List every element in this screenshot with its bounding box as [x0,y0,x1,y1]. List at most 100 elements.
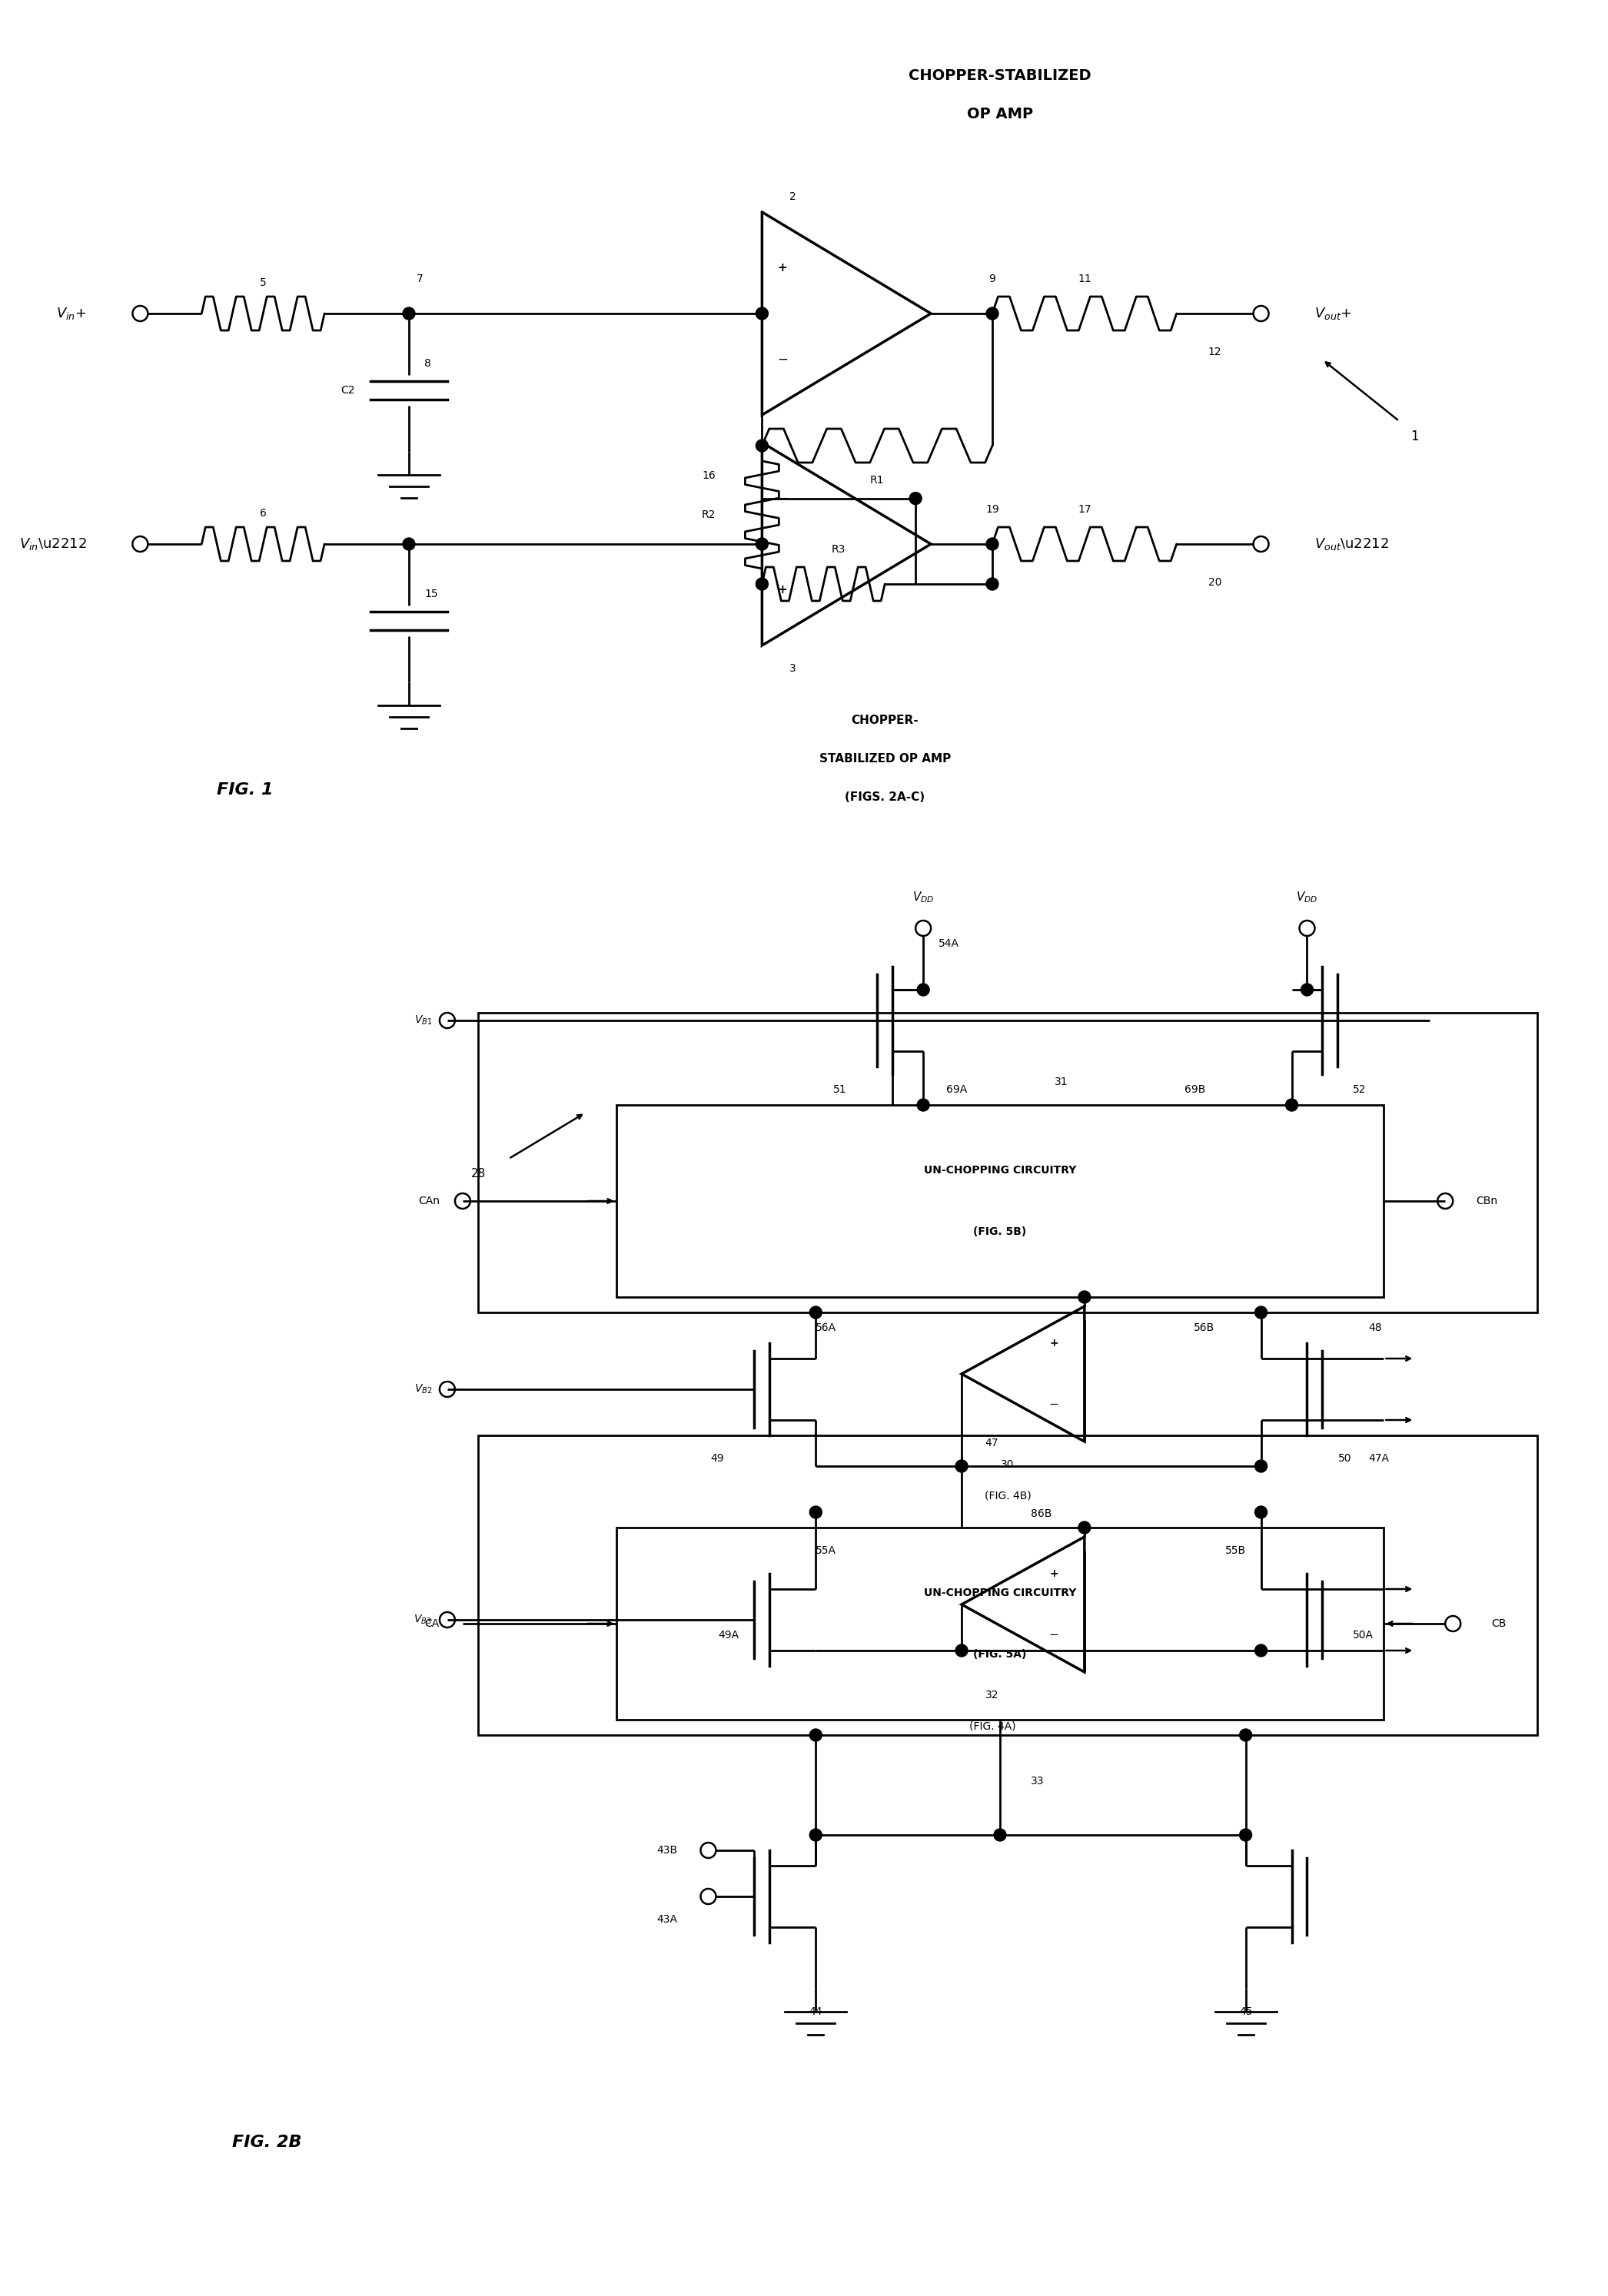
Circle shape [955,1460,968,1472]
Text: 7: 7 [416,273,423,285]
Text: FIG. 1: FIG. 1 [217,783,273,797]
Text: 16: 16 [703,471,716,480]
Text: (FIG. 5B): (FIG. 5B) [973,1226,1026,1238]
FancyBboxPatch shape [616,1104,1384,1297]
Circle shape [756,439,769,452]
Circle shape [402,308,415,319]
Text: CAn: CAn [418,1196,439,1205]
Text: −: − [1048,1630,1058,1642]
Circle shape [1254,1460,1267,1472]
Circle shape [986,308,999,319]
Circle shape [402,537,415,551]
Text: 28: 28 [471,1169,486,1180]
Text: CA: CA [425,1619,439,1630]
Circle shape [1254,1644,1267,1658]
Text: (FIG. 4A): (FIG. 4A) [970,1720,1016,1731]
Circle shape [994,1830,1007,1841]
Circle shape [986,537,999,551]
Text: 8: 8 [425,358,431,370]
Text: 49: 49 [711,1453,724,1465]
Text: 11: 11 [1077,273,1092,285]
Circle shape [1285,1100,1298,1111]
Text: (FIG. 4B): (FIG. 4B) [984,1490,1031,1502]
Text: 56A: 56A [815,1322,836,1334]
Text: 49A: 49A [719,1630,740,1642]
Text: 43B: 43B [656,1846,677,1855]
Text: 20: 20 [1208,576,1222,588]
Text: $V_{B1}$: $V_{B1}$ [413,1015,433,1026]
Circle shape [1240,1830,1251,1841]
Circle shape [756,308,769,319]
Text: UN-CHOPPING CIRCUITRY: UN-CHOPPING CIRCUITRY [923,1587,1076,1598]
Text: 44: 44 [809,2007,822,2018]
Text: 47: 47 [984,1437,999,1449]
Text: 2: 2 [790,191,796,202]
Text: 32: 32 [986,1690,999,1701]
Text: 51: 51 [833,1084,846,1095]
Text: FIG. 2B: FIG. 2B [232,2135,302,2149]
Circle shape [910,491,921,505]
Text: 50A: 50A [1352,1630,1373,1642]
Text: 50: 50 [1338,1453,1351,1465]
Text: 3: 3 [790,664,796,675]
Text: 9: 9 [989,273,995,285]
Text: $V_{B2}$: $V_{B2}$ [413,1382,433,1396]
Text: −: − [777,351,788,365]
Text: +: + [777,262,788,273]
Text: C2: C2 [341,386,355,395]
Text: 86B: 86B [1031,1508,1052,1520]
Circle shape [1254,1506,1267,1518]
Text: 45: 45 [1238,2007,1253,2018]
Text: $V_{out}$+: $V_{out}$+ [1315,305,1352,321]
Text: 56B: 56B [1195,1322,1216,1334]
Text: (FIGS. 2A-C): (FIGS. 2A-C) [844,792,925,804]
Text: $V_{in}$\u2212: $V_{in}$\u2212 [19,537,87,551]
Text: 31: 31 [1055,1077,1068,1088]
Text: CB: CB [1491,1619,1507,1630]
Circle shape [917,983,929,996]
Circle shape [756,537,769,551]
Text: 55B: 55B [1225,1545,1246,1557]
Circle shape [955,1644,968,1658]
Text: CHOPPER-STABILIZED: CHOPPER-STABILIZED [909,69,1092,83]
Text: 55A: 55A [815,1545,836,1557]
Circle shape [809,1729,822,1740]
Text: 47A: 47A [1368,1453,1389,1465]
Text: 69B: 69B [1183,1084,1206,1095]
Text: 33: 33 [1031,1775,1044,1786]
Circle shape [809,1830,822,1841]
Text: 17: 17 [1077,505,1092,514]
Circle shape [986,579,999,590]
Text: STABILIZED OP AMP: STABILIZED OP AMP [818,753,950,765]
Text: −: − [1048,1398,1058,1410]
FancyBboxPatch shape [616,1527,1384,1720]
Text: CHOPPER-: CHOPPER- [851,714,918,726]
Text: 19: 19 [986,505,999,514]
Text: 1: 1 [1410,429,1418,443]
Circle shape [1240,1729,1251,1740]
Text: CBn: CBn [1476,1196,1497,1205]
Text: 43A: 43A [656,1915,677,1924]
Text: R1: R1 [870,475,884,487]
Text: 15: 15 [425,588,437,599]
Text: R3: R3 [831,544,846,556]
Text: 54A: 54A [939,939,960,948]
Text: $V_{B3}$: $V_{B3}$ [413,1614,433,1626]
Text: $V_{DD}$: $V_{DD}$ [912,891,934,905]
Text: OP AMP: OP AMP [966,106,1032,122]
Text: UN-CHOPPING CIRCUITRY: UN-CHOPPING CIRCUITRY [923,1164,1076,1176]
Text: $V_{out}$\u2212: $V_{out}$\u2212 [1315,537,1389,551]
Circle shape [756,579,769,590]
Text: $V_{DD}$: $V_{DD}$ [1296,891,1319,905]
Text: +: + [1050,1339,1058,1348]
Circle shape [1254,1306,1267,1318]
Text: 30: 30 [1000,1460,1015,1469]
Text: −: − [777,491,788,505]
Circle shape [1301,983,1314,996]
Text: +: + [1050,1568,1058,1580]
Text: 5: 5 [259,278,267,289]
Text: 12: 12 [1208,347,1222,358]
Text: 69A: 69A [946,1084,966,1095]
Text: 52: 52 [1352,1084,1367,1095]
Text: $V_{in}$+: $V_{in}$+ [56,305,87,321]
